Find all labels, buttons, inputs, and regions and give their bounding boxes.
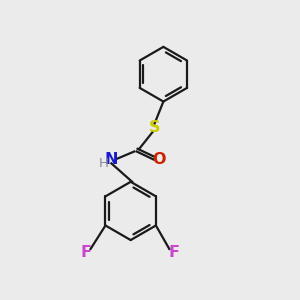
Text: F: F [81, 245, 92, 260]
Text: F: F [168, 245, 179, 260]
Text: S: S [149, 120, 160, 135]
Text: H: H [98, 157, 108, 170]
Text: N: N [105, 152, 118, 167]
Text: O: O [152, 152, 166, 167]
